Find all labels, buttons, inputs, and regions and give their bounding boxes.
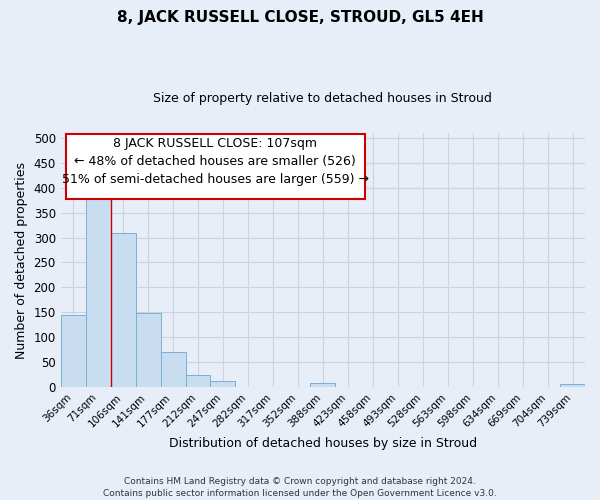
Title: Size of property relative to detached houses in Stroud: Size of property relative to detached ho… — [154, 92, 492, 106]
Bar — [560, 384, 585, 387]
FancyBboxPatch shape — [66, 134, 365, 199]
Bar — [211, 381, 235, 387]
Bar — [61, 316, 86, 387]
Bar — [86, 195, 110, 387]
Bar — [185, 374, 211, 387]
Text: Contains HM Land Registry data © Crown copyright and database right 2024.
Contai: Contains HM Land Registry data © Crown c… — [103, 476, 497, 498]
Bar — [136, 314, 161, 387]
X-axis label: Distribution of detached houses by size in Stroud: Distribution of detached houses by size … — [169, 437, 477, 450]
Bar — [161, 352, 185, 387]
Text: 8, JACK RUSSELL CLOSE, STROUD, GL5 4EH: 8, JACK RUSSELL CLOSE, STROUD, GL5 4EH — [116, 10, 484, 25]
Text: 8 JACK RUSSELL CLOSE: 107sqm
← 48% of detached houses are smaller (526)
51% of s: 8 JACK RUSSELL CLOSE: 107sqm ← 48% of de… — [62, 137, 369, 186]
Y-axis label: Number of detached properties: Number of detached properties — [15, 162, 28, 358]
Bar — [310, 383, 335, 387]
Bar — [110, 232, 136, 387]
